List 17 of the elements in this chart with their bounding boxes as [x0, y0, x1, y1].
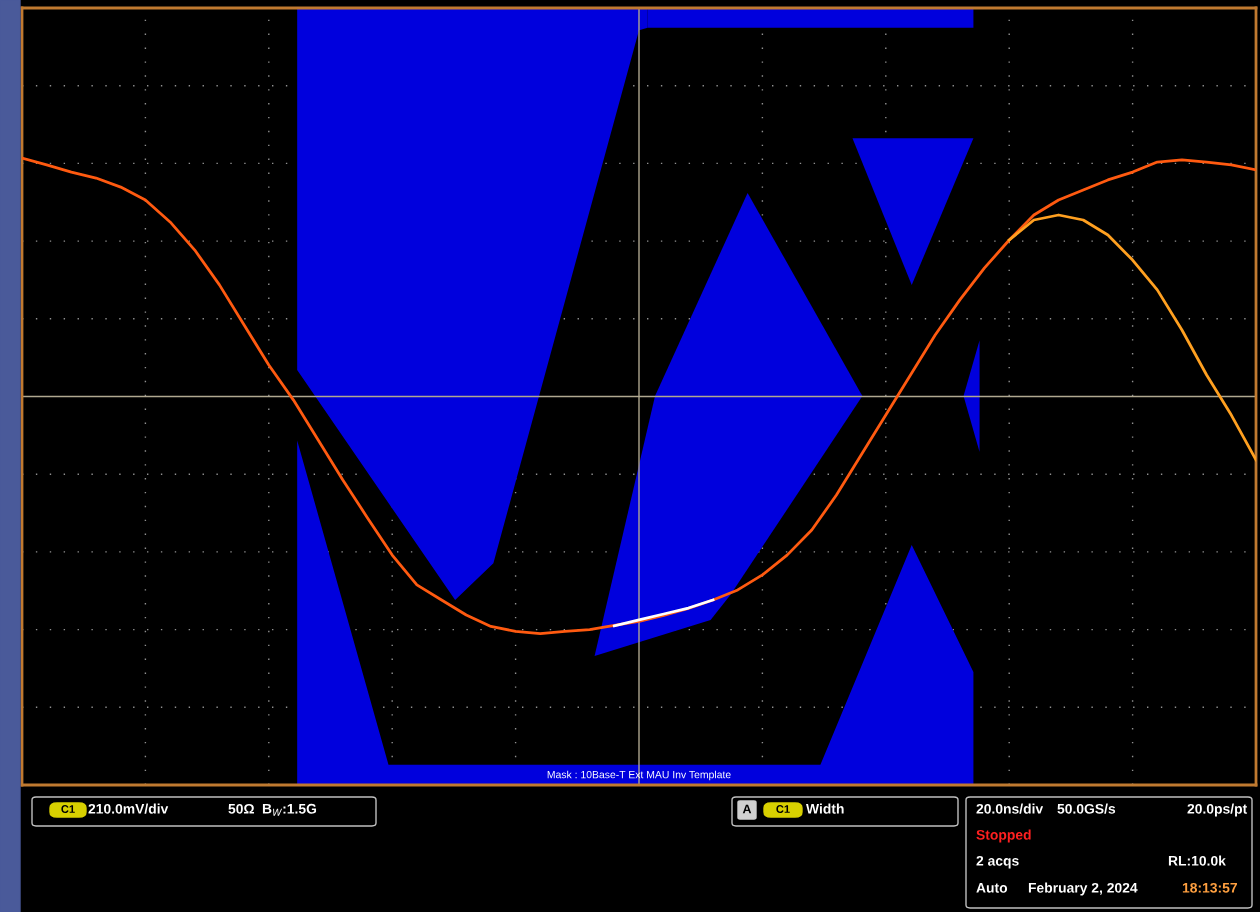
text: C1	[776, 805, 790, 813]
text: A	[742, 804, 752, 814]
text: Width	[806, 803, 844, 814]
text: February 2, 2024	[1028, 882, 1138, 896]
text: Mask : 10Base-T Ext MAU Inv Template	[547, 770, 731, 781]
text: B$_{W}$:1.5G	[262, 803, 317, 816]
text: Auto	[976, 883, 1008, 893]
text: 2 acqs	[976, 855, 1019, 869]
text: 50Ω	[228, 803, 255, 814]
text: Stopped	[976, 829, 1031, 843]
text: C1	[61, 805, 75, 813]
text: 20.0ps/pt	[1187, 803, 1248, 817]
text: 18:13:57	[1182, 882, 1237, 893]
text: RL:10.0k	[1168, 855, 1226, 866]
text: 50.0GS/s	[1057, 803, 1116, 814]
text: 210.0mV/div	[88, 803, 169, 814]
text: 20.0ns/div	[976, 803, 1044, 814]
